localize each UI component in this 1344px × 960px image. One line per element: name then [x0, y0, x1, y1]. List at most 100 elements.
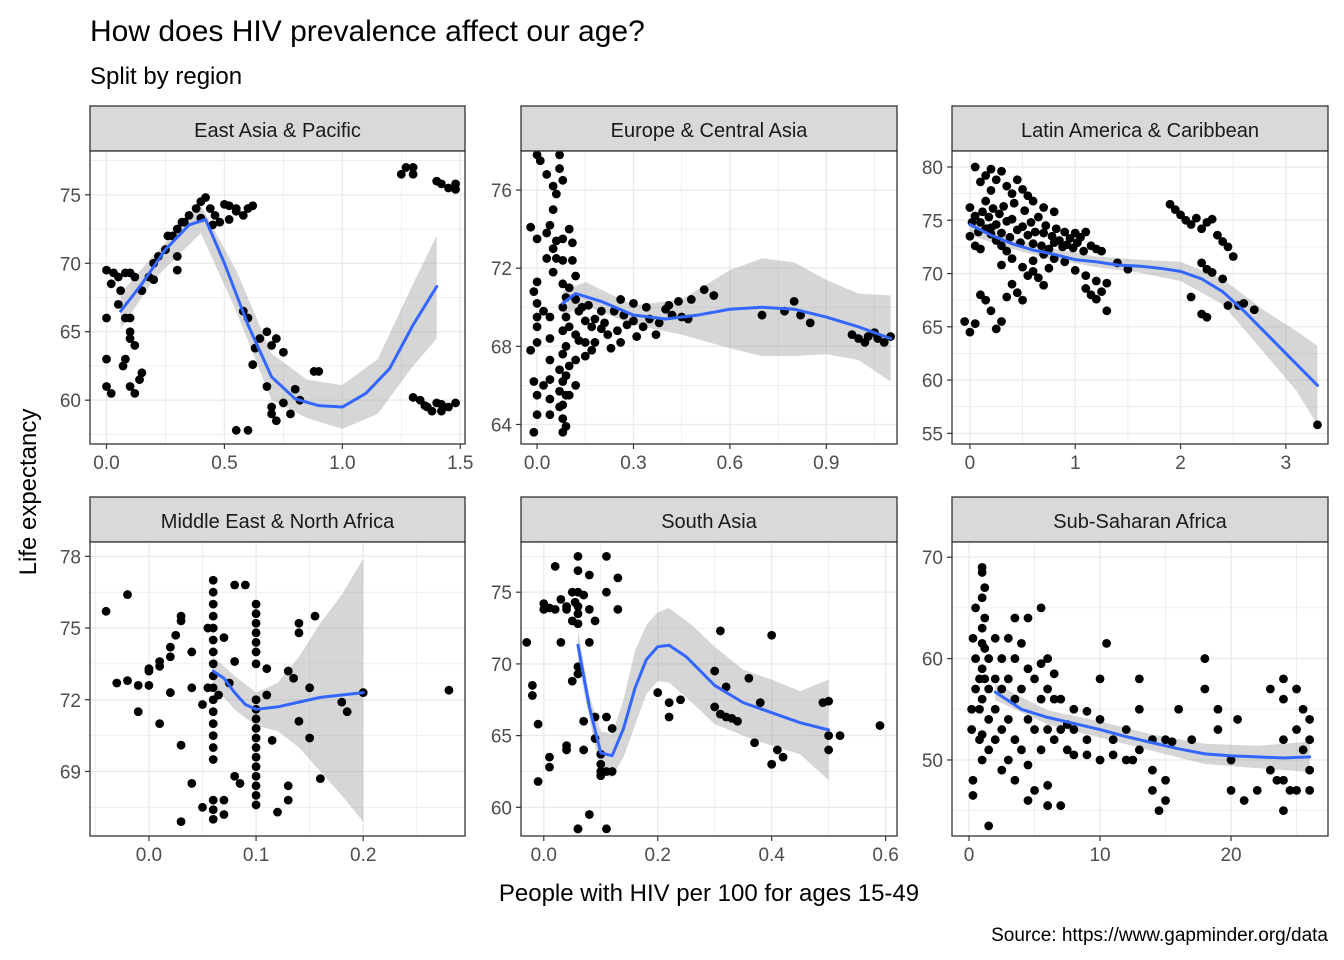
panel-background	[952, 542, 1328, 836]
data-point	[709, 291, 719, 300]
data-point	[125, 327, 135, 337]
data-point	[1207, 214, 1217, 224]
data-point	[1043, 684, 1053, 694]
y-tick-label: 80	[922, 158, 943, 179]
data-point	[981, 196, 991, 206]
data-point	[1003, 715, 1013, 724]
data-point	[1017, 745, 1026, 755]
facet-strip-label: Middle East & North Africa	[161, 511, 395, 533]
data-point	[1082, 735, 1092, 745]
facet-panel: Europe & Central Asia 0.0 0.3 0.6 0.9 64 68 72 7…	[491, 105, 898, 474]
data-point	[602, 712, 611, 722]
data-point	[596, 759, 606, 769]
data-point	[1017, 684, 1026, 694]
data-point	[558, 255, 568, 265]
y-tick-label: 70	[922, 548, 943, 569]
data-point	[733, 716, 742, 726]
y-tick-label: 69	[60, 762, 81, 783]
confidence-band	[577, 607, 829, 781]
data-point	[767, 759, 777, 769]
y-tick-label: 76	[491, 181, 512, 202]
data-point	[427, 406, 437, 416]
data-point	[978, 207, 987, 217]
data-point	[1095, 715, 1105, 724]
data-point	[986, 164, 996, 174]
facet-panel: Middle East & North Africa 0.0 0.1 0.2 69 72 7…	[60, 496, 466, 866]
data-point	[564, 322, 574, 332]
data-point	[224, 201, 234, 211]
data-point	[1102, 306, 1112, 316]
data-point	[1049, 669, 1059, 679]
y-tick-label: 75	[491, 583, 512, 604]
data-point	[561, 341, 571, 351]
data-point	[641, 302, 651, 312]
data-point	[529, 287, 539, 297]
data-point	[674, 297, 683, 306]
y-tick-label: 78	[60, 547, 81, 568]
data-point	[744, 673, 754, 683]
data-point	[125, 334, 135, 343]
data-point	[208, 755, 218, 764]
data-point	[980, 674, 990, 684]
data-point	[144, 681, 154, 690]
gridlines	[521, 542, 897, 836]
data-point	[1069, 704, 1079, 714]
data-point	[1049, 735, 1059, 745]
data-point	[562, 741, 571, 751]
data-point	[1010, 735, 1020, 745]
data-point	[208, 731, 218, 741]
data-point	[191, 204, 201, 213]
x-tick-label: 0	[964, 845, 975, 866]
data-point	[155, 657, 165, 666]
data-point	[991, 220, 1001, 229]
data-point	[172, 224, 182, 234]
data-point	[1030, 725, 1039, 734]
data-point	[1081, 284, 1091, 293]
data-point	[558, 234, 568, 244]
data-point	[579, 590, 589, 600]
data-point	[230, 580, 240, 590]
data-point	[550, 561, 560, 571]
data-point	[977, 593, 987, 603]
data-point	[965, 203, 975, 212]
data-point	[1252, 785, 1262, 795]
data-point	[976, 217, 985, 227]
data-point	[1023, 613, 1033, 623]
x-tick-label: 10	[1089, 845, 1110, 866]
data-point	[1218, 274, 1228, 284]
data-point	[564, 390, 574, 400]
y-tick-label: 70	[60, 254, 81, 275]
data-point	[208, 575, 218, 585]
facet-panel: South Asia 0.0 0.2 0.4 0.6 60 65 70 75	[491, 496, 899, 866]
data-point	[1043, 801, 1053, 810]
data-point	[219, 795, 229, 805]
data-point	[558, 279, 568, 289]
data-point	[789, 297, 799, 306]
data-point	[283, 666, 293, 676]
x-tick-label: 0.3	[620, 453, 646, 474]
data-point	[1202, 312, 1212, 322]
facet-strip-label: Latin America & Caribbean	[1021, 120, 1259, 142]
data-point	[555, 151, 564, 160]
data-point	[420, 401, 430, 411]
data-point	[1023, 664, 1033, 674]
data-point	[251, 599, 261, 609]
x-tick-label: 0.2	[350, 845, 376, 866]
data-point	[984, 821, 994, 831]
data-point	[772, 745, 782, 755]
data-point	[102, 382, 111, 391]
data-point	[102, 313, 111, 323]
data-point	[248, 360, 258, 369]
x-tick-label: 0.0	[136, 845, 162, 866]
data-point	[522, 637, 532, 647]
data-point	[980, 613, 990, 623]
data-point	[613, 573, 623, 583]
data-point	[1197, 258, 1207, 268]
data-point	[629, 298, 638, 308]
data-point	[573, 824, 583, 834]
data-point	[267, 409, 277, 419]
data-point	[558, 414, 568, 424]
data-point	[1161, 775, 1170, 785]
plot-area	[102, 163, 460, 435]
data-point	[437, 406, 446, 416]
